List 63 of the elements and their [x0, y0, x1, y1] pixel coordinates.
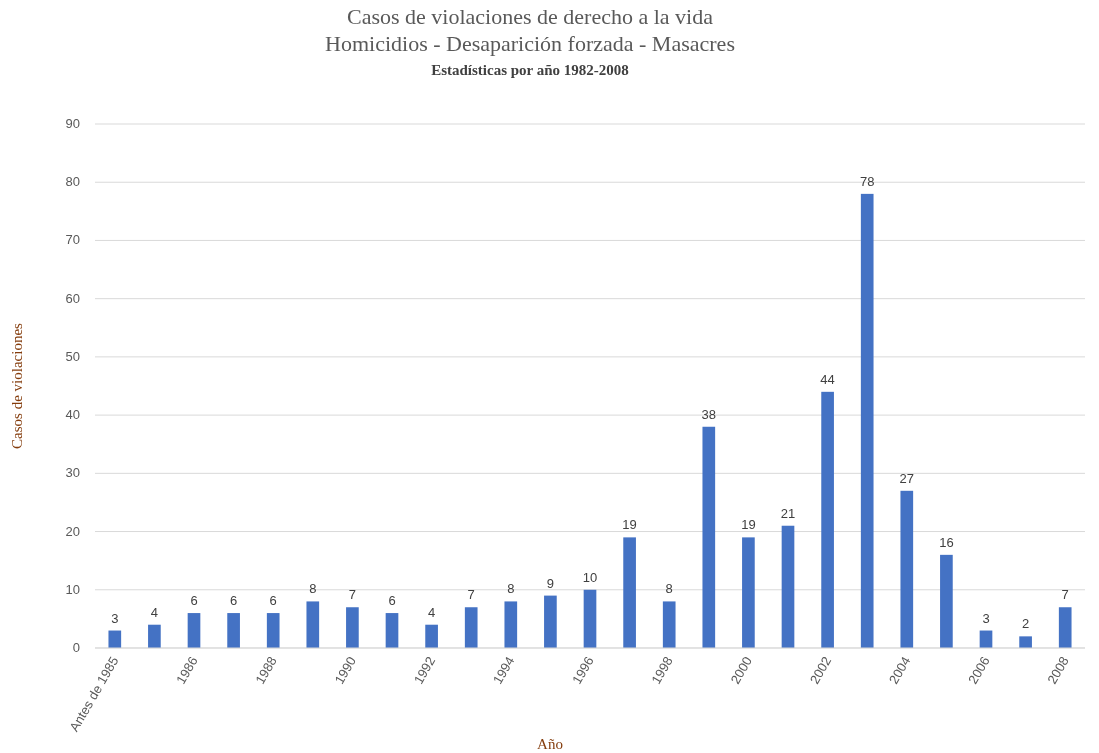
bar	[306, 601, 320, 648]
bar	[187, 613, 201, 648]
bar	[781, 525, 795, 648]
data-label: 27	[899, 470, 915, 486]
y-tick-label: 0	[72, 640, 80, 655]
bar	[821, 391, 834, 648]
y-tick-label: 50	[65, 348, 80, 364]
data-label: 7	[348, 587, 357, 603]
data-label: 8	[665, 581, 673, 597]
data-label: 6	[229, 593, 238, 609]
bar	[227, 613, 240, 648]
y-tick-label: 10	[65, 581, 80, 597]
data-label: 78	[859, 173, 875, 189]
bar	[346, 607, 359, 648]
data-label: 38	[701, 406, 717, 422]
data-label: 6	[190, 593, 198, 609]
x-axis-title: Año	[537, 736, 563, 752]
data-label: 8	[507, 581, 515, 597]
data-label: 10	[582, 569, 598, 585]
data-label: 4	[150, 604, 159, 620]
y-tick-label: 90	[65, 116, 80, 131]
y-tick-label: 60	[65, 290, 80, 306]
bar	[425, 624, 438, 648]
bar	[266, 613, 280, 648]
bar	[702, 426, 716, 648]
y-tick-label: 30	[65, 465, 80, 481]
chart-title: Casos de violaciones de derecho a la vida Homicidios - Desaparición forzada - Masacres	[325, 4, 735, 56]
y-tick-label: 20	[65, 523, 80, 539]
data-label: 44	[820, 371, 835, 387]
y-axis-title: Casos de violaciones	[9, 322, 25, 449]
data-label: 3	[982, 610, 990, 626]
data-label: 8	[309, 581, 317, 597]
bar	[860, 193, 874, 648]
bar	[940, 554, 953, 648]
bar	[504, 601, 518, 648]
bar	[544, 595, 557, 648]
bar	[1058, 607, 1072, 648]
bar	[623, 537, 636, 648]
data-label: 19	[622, 517, 637, 533]
bar	[108, 630, 122, 648]
data-label: 16	[939, 534, 954, 550]
bar	[464, 607, 478, 648]
data-label: 7	[467, 587, 475, 603]
data-label: 7	[1061, 587, 1069, 603]
data-label: 6	[269, 593, 277, 609]
y-tick-label: 80	[65, 174, 80, 190]
data-label: 3	[111, 610, 119, 626]
bar	[900, 490, 914, 648]
y-tick-label: 40	[65, 407, 80, 423]
bar	[583, 589, 597, 648]
bar	[1019, 636, 1032, 648]
data-label: 9	[546, 575, 555, 591]
data-label: 4	[427, 604, 436, 620]
chart-subtitle: Estadísticas por año 1982-2008	[431, 62, 629, 78]
data-label: 19	[741, 517, 756, 533]
bar	[385, 613, 399, 648]
data-label: 2	[1021, 616, 1030, 632]
data-label: 21	[780, 505, 796, 521]
bar	[662, 601, 676, 648]
data-label: 6	[388, 593, 396, 609]
bar	[148, 624, 161, 648]
y-tick-label: 70	[65, 232, 80, 248]
bar	[742, 537, 755, 648]
